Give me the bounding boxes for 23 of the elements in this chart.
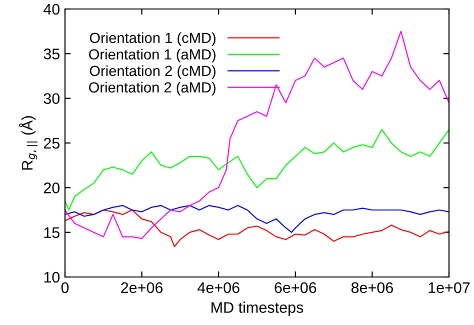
x-tick-label: 6e+06: [274, 282, 316, 294]
legend-label: Orientation 2 (cMD): [90, 65, 216, 79]
y-tick-label: 40: [44, 4, 60, 15]
legend-label: Orientation 1 (cMD): [90, 32, 216, 46]
y-axis-title: R$_{g,||}$ (Å): [19, 116, 38, 170]
legend-label: Orientation 1 (aMD): [89, 48, 216, 62]
y-tick-label: 25: [44, 138, 60, 149]
x-tick-label: 0: [61, 282, 69, 294]
x-tick-label: 2e+06: [121, 282, 163, 294]
line-series: [65, 209, 449, 248]
y-tick-label: 20: [44, 182, 60, 194]
legend-label: Orientation 2 (aMD): [89, 82, 216, 96]
line-series: [65, 204, 449, 233]
y-tick-label: 30: [44, 93, 60, 104]
x-tick-label: 1e+07: [428, 282, 470, 294]
y-tick-label: 15: [44, 227, 60, 238]
x-tick-label: 8e+06: [351, 282, 393, 294]
line-series: [65, 129, 449, 211]
y-tick-label: 35: [44, 48, 60, 60]
x-axis-title: MD timesteps: [212, 302, 304, 316]
y-tick-label: 10: [44, 272, 60, 283]
x-tick-label: 4e+06: [198, 282, 240, 294]
line-series: [65, 30, 449, 240]
